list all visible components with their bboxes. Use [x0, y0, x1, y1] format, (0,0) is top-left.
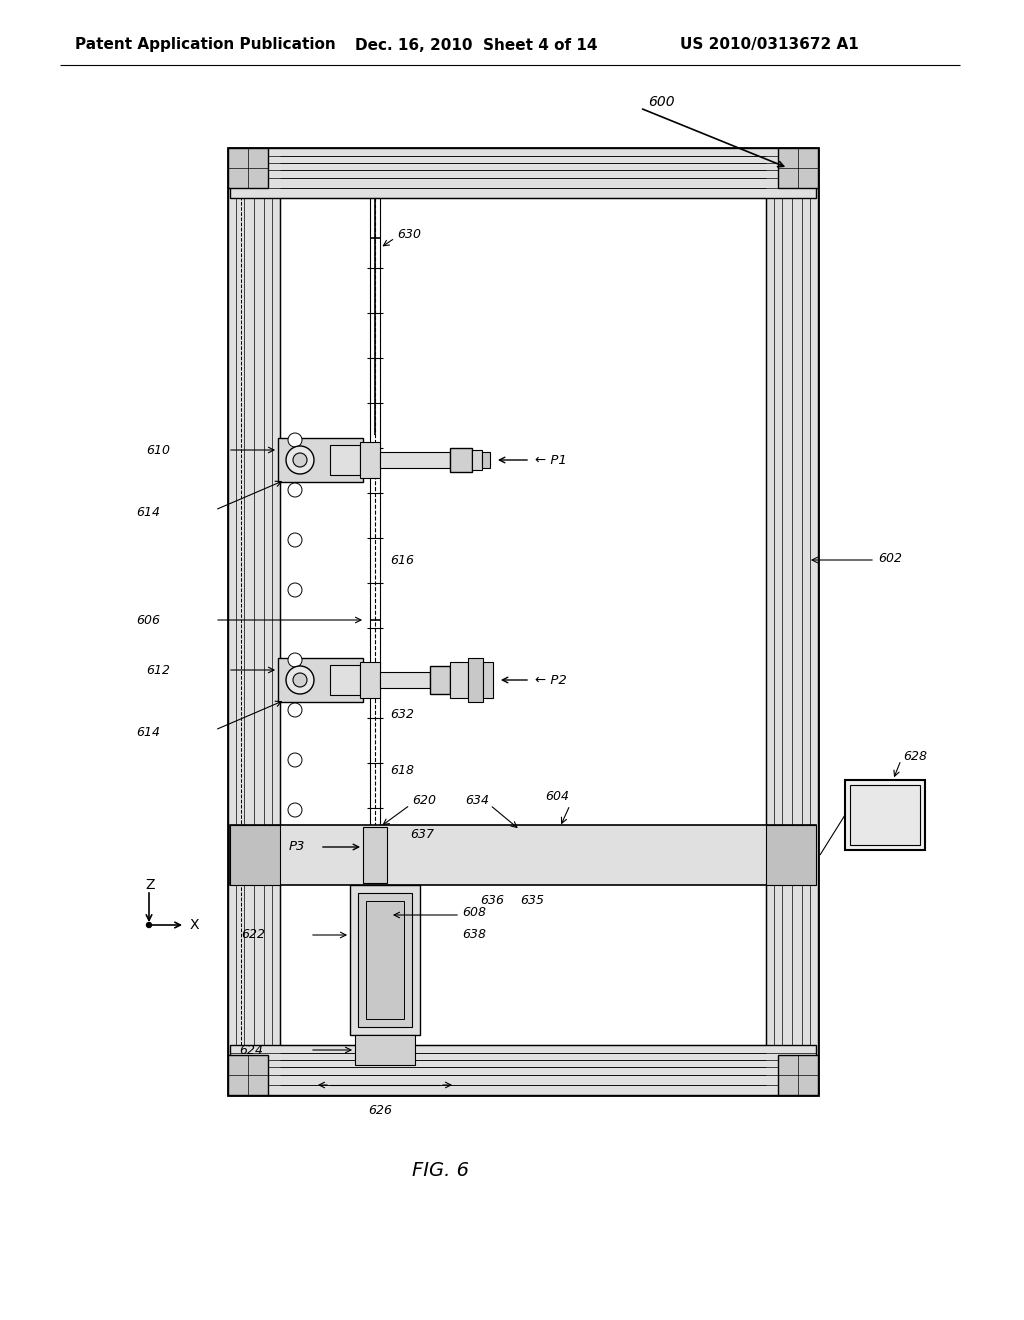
Bar [330, 665, 360, 696]
Bar [360, 663, 380, 698]
Bar [358, 894, 412, 1027]
Text: Z: Z [145, 878, 155, 892]
Text: 622: 622 [241, 928, 265, 941]
Circle shape [293, 453, 307, 467]
Text: X: X [190, 917, 200, 932]
Circle shape [288, 803, 302, 817]
Text: P3: P3 [289, 841, 305, 854]
Bar [380, 672, 430, 688]
Text: 620: 620 [412, 795, 436, 808]
Text: ← P2: ← P2 [535, 673, 566, 686]
Text: 635: 635 [520, 894, 544, 907]
Text: 630: 630 [397, 228, 421, 242]
Circle shape [293, 673, 307, 686]
Circle shape [146, 923, 152, 928]
Text: 614: 614 [136, 726, 160, 738]
Text: 618: 618 [390, 763, 414, 776]
Text: 637: 637 [410, 829, 434, 842]
Bar [380, 451, 450, 469]
Bar [472, 450, 482, 470]
Text: 610: 610 [146, 444, 170, 457]
Bar [228, 148, 268, 187]
Text: 606: 606 [136, 614, 160, 627]
Bar [228, 148, 818, 1096]
Bar [366, 902, 404, 1019]
Bar [230, 825, 816, 884]
Text: 628: 628 [903, 751, 927, 763]
Bar [450, 663, 468, 698]
Text: ← P1: ← P1 [535, 454, 566, 466]
Bar [362, 828, 387, 883]
Circle shape [288, 483, 302, 498]
Bar [778, 1055, 818, 1096]
Circle shape [288, 433, 302, 447]
Bar [430, 667, 450, 694]
Bar [230, 148, 816, 198]
Text: Patent Application Publication: Patent Application Publication [75, 37, 336, 53]
Bar [230, 1045, 816, 1096]
Text: 626: 626 [368, 1104, 392, 1117]
Bar [468, 657, 483, 702]
Bar [482, 451, 490, 469]
Bar [483, 663, 493, 698]
Text: 634: 634 [465, 795, 489, 808]
Bar [766, 150, 818, 1093]
Text: 616: 616 [390, 553, 414, 566]
Bar [330, 445, 360, 475]
Bar [766, 825, 816, 884]
Circle shape [286, 667, 314, 694]
Text: 632: 632 [390, 709, 414, 722]
Bar [778, 148, 818, 187]
Circle shape [288, 533, 302, 546]
Bar [360, 442, 380, 478]
Bar [230, 825, 280, 884]
Text: 612: 612 [146, 664, 170, 676]
Bar [350, 884, 420, 1035]
Bar [355, 1035, 415, 1065]
Text: 614: 614 [136, 506, 160, 519]
Text: 604: 604 [545, 791, 569, 804]
Text: Dec. 16, 2010  Sheet 4 of 14: Dec. 16, 2010 Sheet 4 of 14 [355, 37, 597, 53]
Text: FIG. 6: FIG. 6 [412, 1160, 469, 1180]
Circle shape [288, 704, 302, 717]
Text: 602: 602 [878, 552, 902, 565]
Bar [845, 780, 925, 850]
Text: 636: 636 [480, 894, 504, 907]
Text: US 2010/0313672 A1: US 2010/0313672 A1 [680, 37, 859, 53]
Bar [278, 438, 362, 482]
Bar [278, 657, 362, 702]
Bar [228, 1055, 268, 1096]
Text: 624: 624 [239, 1044, 263, 1056]
Bar [850, 785, 920, 845]
Text: 608: 608 [462, 907, 486, 920]
Bar [450, 447, 472, 473]
Text: 600: 600 [648, 95, 675, 110]
Circle shape [288, 583, 302, 597]
Circle shape [286, 446, 314, 474]
Circle shape [288, 752, 302, 767]
Bar [228, 150, 280, 1093]
Text: 638: 638 [462, 928, 486, 941]
Circle shape [288, 653, 302, 667]
